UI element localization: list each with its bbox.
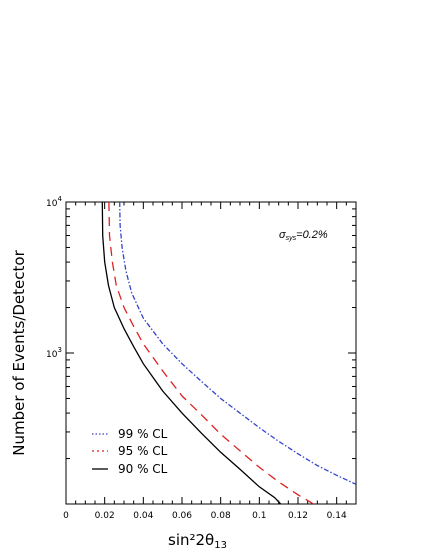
x-tick-label: 0.02 xyxy=(95,511,115,521)
x-tick-label: 0.12 xyxy=(288,511,308,521)
legend-label-1: 99 % CL xyxy=(118,427,168,441)
x-tick-label: 0.14 xyxy=(327,511,347,521)
y-axis-title: Number of Events/Detector xyxy=(10,249,28,455)
series-layer xyxy=(101,202,356,504)
sigma-sys-annotation: σsys=0.2% xyxy=(279,229,328,242)
series-line-3 xyxy=(101,202,282,504)
x-tick-label: 0 xyxy=(63,511,69,521)
x-tick-label: 0.06 xyxy=(172,511,192,521)
y-tick-label: 104 xyxy=(46,195,62,209)
legend: 99 % CL 95 % CL 90 % CL xyxy=(92,427,168,476)
legend-label-2: 95 % CL xyxy=(118,444,168,458)
x-tick-label: 0.1 xyxy=(252,511,266,521)
plot-frame xyxy=(65,201,357,505)
x-tick-label: 0.08 xyxy=(211,511,231,521)
x-tick-label: 0.04 xyxy=(133,511,153,521)
series-line-1 xyxy=(119,202,356,485)
legend-label-3: 90 % CL xyxy=(118,462,168,476)
y-tick-label: 103 xyxy=(46,346,62,360)
series-line-2 xyxy=(108,202,314,504)
axis-ticks: 0 0.02 0.04 0.06 0.08 0.1 0.12 0.14 103 104 xyxy=(46,195,356,521)
x-axis-title: sin²2θ13 xyxy=(168,531,227,551)
